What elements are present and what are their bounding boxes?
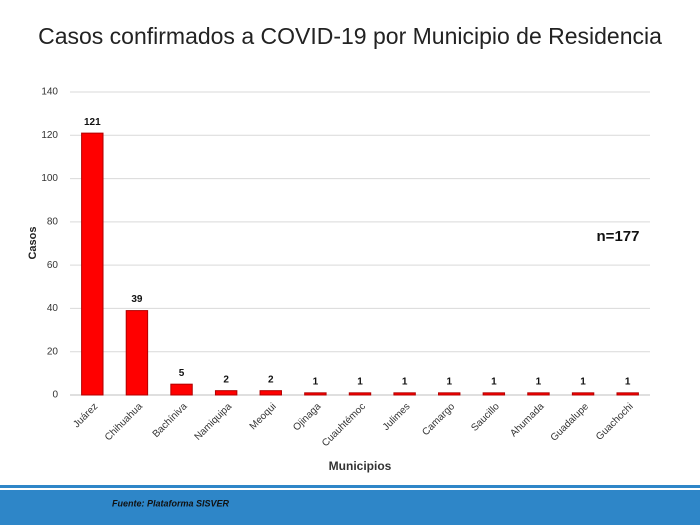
- y-tick-label: 80: [47, 216, 59, 227]
- data-label: 1: [536, 376, 542, 387]
- data-label: 1: [625, 376, 631, 387]
- data-label: 2: [268, 374, 274, 385]
- y-tick-label: 0: [52, 390, 58, 401]
- y-tick-label: 140: [41, 87, 58, 98]
- x-tick-label: Bachíniva: [151, 401, 190, 440]
- x-tick-label: Saucillo: [469, 401, 502, 434]
- bar: [348, 392, 372, 396]
- y-tick-label: 120: [41, 130, 58, 141]
- data-label: 121: [84, 117, 101, 128]
- bar: [170, 383, 193, 396]
- annotation: n=177: [597, 228, 640, 245]
- y-tick-label: 20: [47, 346, 59, 357]
- x-tick-label: Cuauhtémoc: [320, 401, 368, 449]
- x-tick-label: Namiquipa: [193, 401, 235, 443]
- x-tick-label: Guadalupe: [549, 401, 592, 444]
- x-tick-label: Ahumada: [508, 401, 546, 439]
- data-label: 39: [131, 294, 143, 305]
- bar: [125, 310, 149, 396]
- data-label: 1: [313, 376, 319, 387]
- data-label: 2: [223, 374, 229, 385]
- footer-stripe: [0, 488, 700, 490]
- footer-band: [0, 485, 700, 525]
- bar: [304, 392, 327, 396]
- data-label: 5: [179, 368, 185, 379]
- bar: [616, 392, 639, 396]
- bar: [259, 390, 282, 396]
- y-axis-label: Casos: [27, 226, 39, 259]
- bar: [571, 392, 595, 396]
- y-tick-label: 60: [47, 260, 59, 271]
- chart-title: Casos confirmados a COVID-19 por Municip…: [38, 23, 662, 49]
- bar: [214, 390, 238, 396]
- x-tick-label: Guachochi: [594, 401, 636, 443]
- data-label: 1: [446, 376, 452, 387]
- x-tick-label: Ojinaga: [291, 401, 323, 433]
- bar: [482, 392, 506, 396]
- x-tick-label: Juárez: [71, 401, 100, 430]
- data-label: 1: [491, 376, 497, 387]
- bar: [527, 392, 550, 396]
- data-label: 1: [357, 376, 363, 387]
- data-label: 1: [580, 376, 586, 387]
- y-tick-label: 100: [41, 173, 58, 184]
- x-tick-label: Camargo: [420, 401, 457, 438]
- bar: [81, 132, 104, 396]
- y-tick-label: 40: [47, 303, 59, 314]
- x-tick-label: Julimes: [381, 401, 413, 433]
- x-tick-label: Chihuahua: [103, 401, 145, 443]
- bar: [393, 392, 416, 396]
- x-axis-label: Municipios: [329, 459, 392, 473]
- x-tick-label: Meoqui: [248, 401, 279, 432]
- source-note: Fuente: Plataforma SISVER: [112, 498, 230, 508]
- bar: [438, 392, 461, 396]
- data-label: 1: [402, 376, 408, 387]
